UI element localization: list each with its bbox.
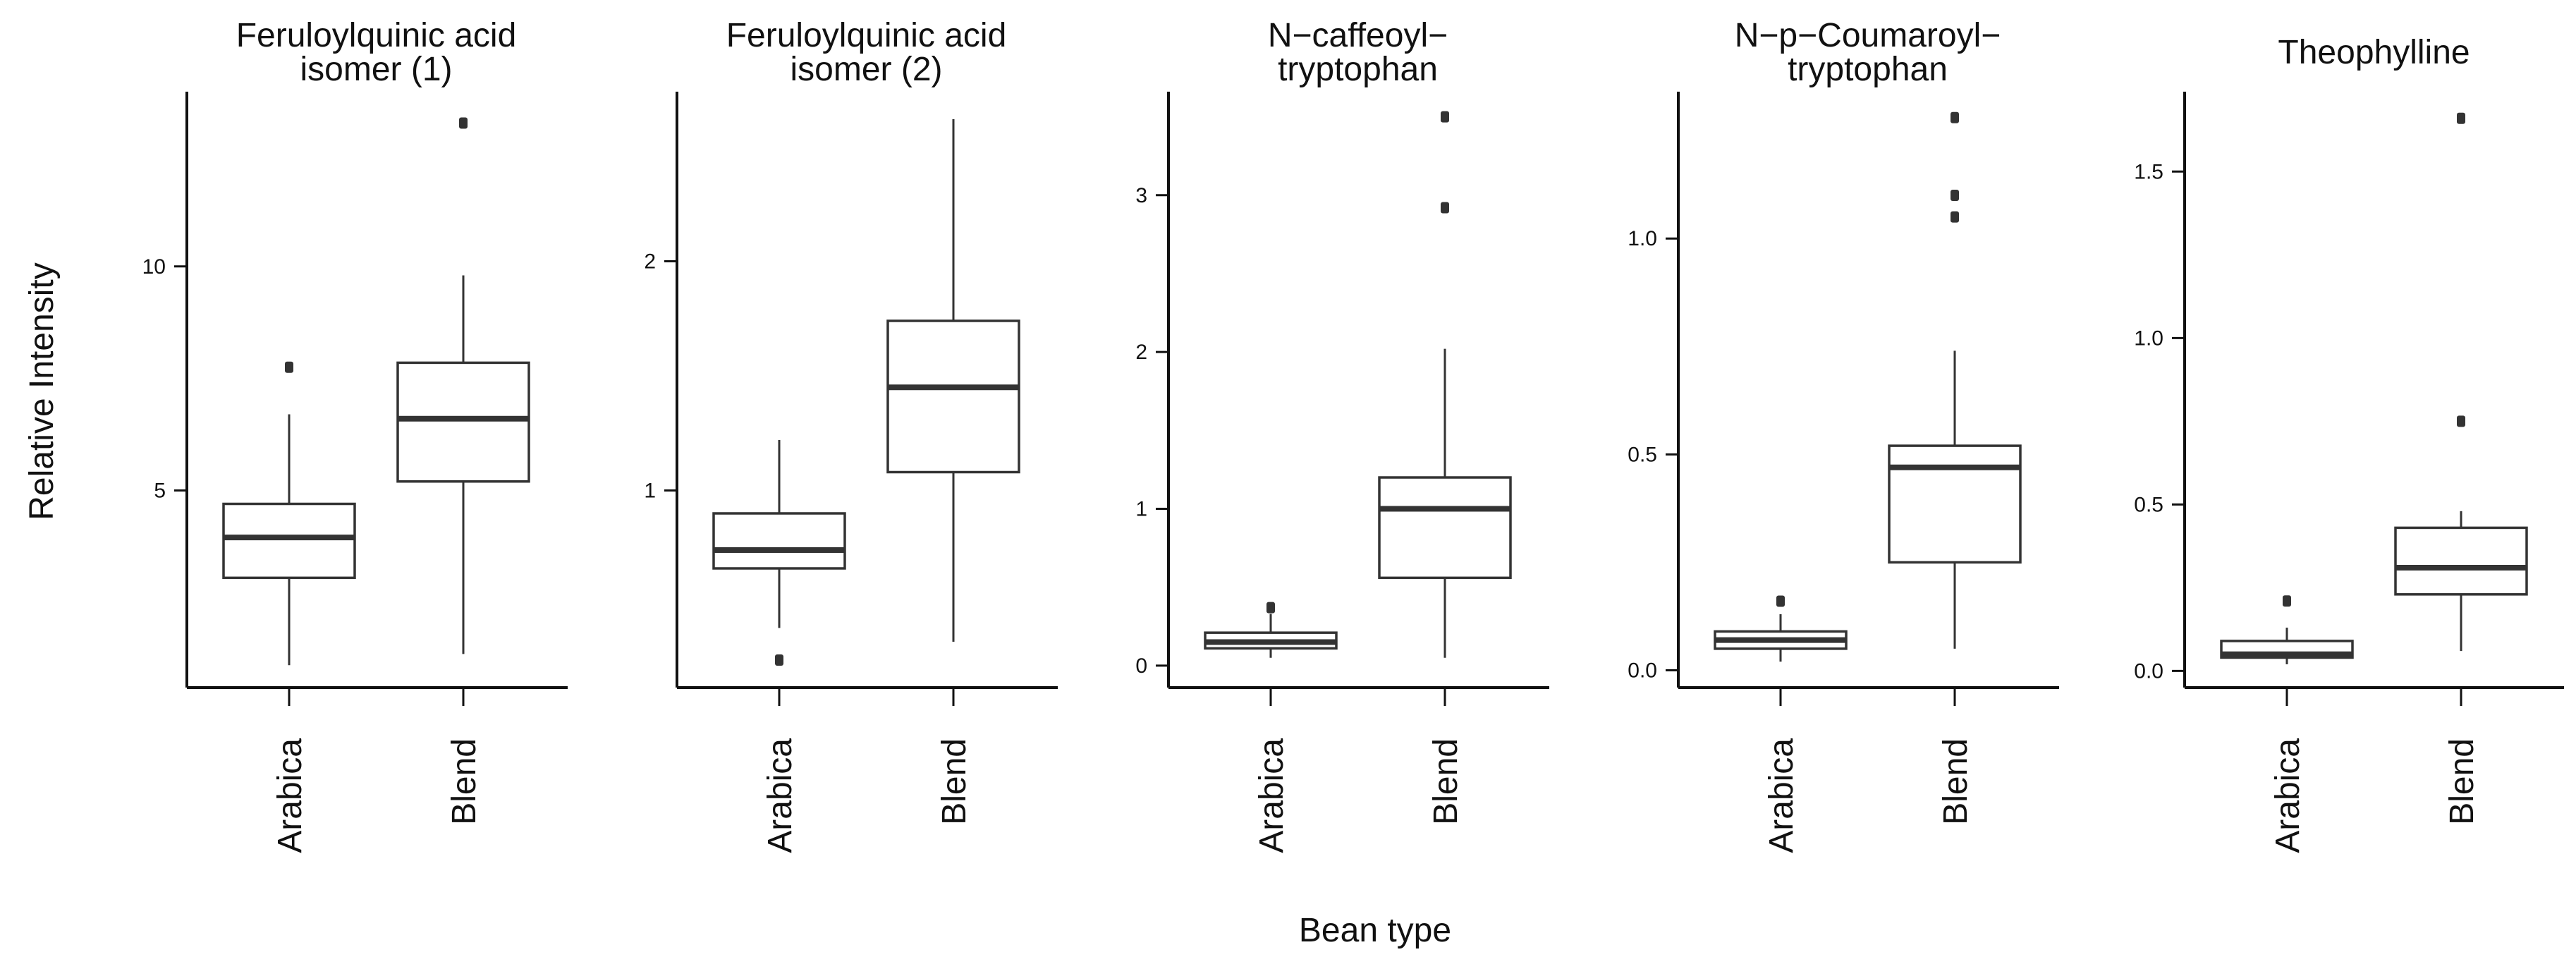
panel-4: N−p−Coumaroyl− tryptophan 0.0 0.5 1.0 Arabica… [1628,17,2059,853]
category-label: Arabica [1763,738,1800,853]
y-tick-label: 0.0 [1628,659,1657,683]
box-blend [2394,112,2528,652]
outlier-point [2283,595,2291,607]
panel-title: N−caffeoyl− tryptophan [1268,17,1448,88]
y-tick-label: 1.0 [1628,227,1657,250]
panel-3: N−caffeoyl− tryptophan 0 1 2 3 Arabica Blend [1135,17,1549,853]
category-label: Arabica [271,738,309,853]
box-arabica [1204,602,1338,658]
category-label: Arabica [762,738,799,853]
box-arabica [1714,595,1848,662]
category-label: Blend [446,738,483,825]
outlier-point [2457,112,2465,124]
y-tick-label: 3 [1135,184,1147,207]
iqr-box [886,319,1020,474]
box-arabica [712,440,846,666]
panel-1: Feruloylquinic acid isomer (1) 5 10 Arabica B… [142,17,568,853]
panel-title: Theophylline [2278,34,2470,71]
category-label: Arabica [1253,738,1290,853]
category-label: Blend [2443,738,2481,825]
outlier-point [1441,111,1449,123]
y-tick-label: 5 [154,479,166,502]
panel-5: Theophylline 0.0 0.5 1.0 1.5 Arabica Blend [2134,34,2564,853]
y-tick-label: 0.0 [2134,659,2163,683]
iqr-box [712,512,846,570]
outlier-point [775,654,783,666]
y-tick-label: 1.5 [2134,160,2163,183]
panel-title: Feruloylquinic acid isomer (2) [726,17,1007,88]
outlier-point [285,361,293,373]
outlier-point [1951,111,1959,123]
y-tick-label: 10 [142,255,166,279]
box-blend [886,119,1020,642]
panel-title: Feruloylquinic acid isomer (1) [236,17,517,88]
y-tick-label: 1 [644,480,656,503]
outlier-point [1951,211,1959,223]
y-tick-label: 0.5 [2134,493,2163,516]
box-blend [396,117,530,654]
outlier-point [2457,415,2465,427]
iqr-box [396,361,530,483]
iqr-box [1378,476,1512,580]
category-label: Blend [1937,738,1974,825]
iqr-box [2394,526,2528,596]
outlier-point [1266,602,1275,614]
outlier-point [459,117,468,129]
category-label: Blend [1427,738,1465,825]
y-axis-title: Relative Intensity [23,262,61,520]
category-label: Arabica [2269,738,2307,853]
box-blend [1378,111,1512,658]
box-arabica [2220,595,2354,664]
y-tick-label: 1 [1135,498,1147,521]
y-tick-label: 1.0 [2134,327,2163,350]
y-tick-label: 2 [1135,341,1147,364]
category-label: Blend [936,738,973,825]
box-arabica [222,361,356,666]
y-tick-label: 2 [644,250,656,274]
box-blend [1888,111,2022,649]
outlier-point [1951,189,1959,201]
panel-2: Feruloylquinic acid isomer (2) 1 2 Arabica Bl… [644,17,1058,853]
x-axis-title: Bean type [1299,912,1451,949]
panel-title: N−p−Coumaroyl− tryptophan [1735,17,2001,88]
iqr-box [222,502,356,580]
y-tick-label: 0 [1135,654,1147,678]
outlier-point [1776,595,1785,607]
iqr-box [1888,444,2022,564]
outlier-point [1441,202,1449,214]
y-tick-label: 0.5 [1628,443,1657,466]
